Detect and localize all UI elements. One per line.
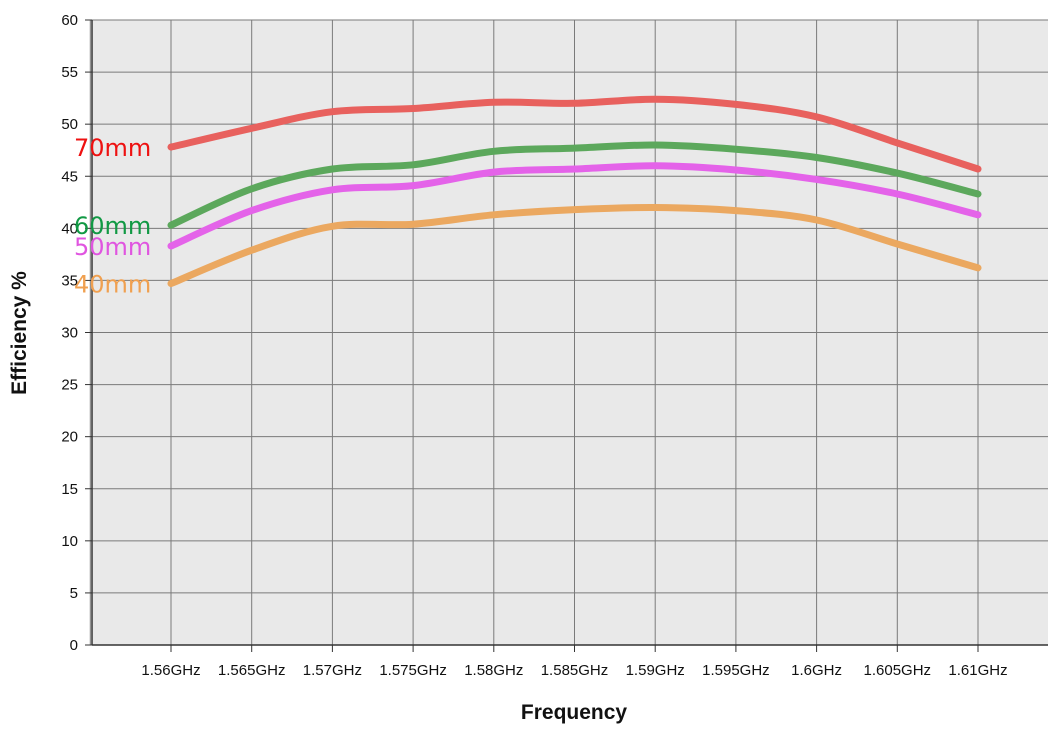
- x-tick-label: 1.57GHz: [303, 662, 362, 679]
- x-tick-label: 1.605GHz: [864, 662, 932, 679]
- y-tick-label: 60: [61, 12, 78, 29]
- x-tick-label: 1.56GHz: [141, 662, 200, 679]
- series-line-40mm: [167, 203, 982, 288]
- series-line-50mm: [167, 162, 982, 250]
- series-label-40mm: 40mm: [74, 271, 151, 299]
- y-tick-label: 40: [61, 220, 78, 237]
- y-tick-label: 0: [70, 637, 78, 654]
- y-tick-label: 50: [61, 116, 78, 133]
- x-tick-label: 1.595GHz: [702, 662, 770, 679]
- y-tick-label: 35: [61, 272, 78, 289]
- x-tick-label: 1.6GHz: [791, 662, 842, 679]
- x-tick-label: 1.585GHz: [541, 662, 609, 679]
- series-label-50mm: 50mm: [74, 233, 151, 261]
- y-tick-label: 10: [61, 533, 78, 550]
- y-tick-label: 5: [70, 585, 78, 602]
- axes: 0 5 10 15 20 25 30 35 40 45 50 55 60 1.56GHz 1.565GHz 1…: [61, 12, 1048, 679]
- x-tick-label: 1.61GHz: [948, 662, 1007, 679]
- y-tick-label: 15: [61, 481, 78, 498]
- grid: [89, 19, 1048, 646]
- series-label-60mm: 60mm: [74, 212, 151, 240]
- x-tick-label: 1.565GHz: [218, 662, 286, 679]
- x-axis-title: Frequency: [521, 701, 628, 724]
- series-lines: [167, 95, 982, 288]
- y-tick-label: 20: [61, 429, 78, 446]
- x-tick-label: 1.575GHz: [379, 662, 447, 679]
- x-tick-label: 1.59GHz: [626, 662, 685, 679]
- y-tick-label: 55: [61, 64, 78, 81]
- series-label-70mm: 70mm: [74, 134, 151, 162]
- y-tick-label: 30: [61, 325, 78, 342]
- series-line-60mm: [167, 141, 982, 229]
- y-tick-label: 45: [61, 168, 78, 185]
- x-tick-label: 1.58GHz: [464, 662, 523, 679]
- y-tick-label: 25: [61, 377, 78, 394]
- series-line-70mm: [167, 95, 982, 173]
- y-axis-title: Efficiency %: [8, 271, 31, 395]
